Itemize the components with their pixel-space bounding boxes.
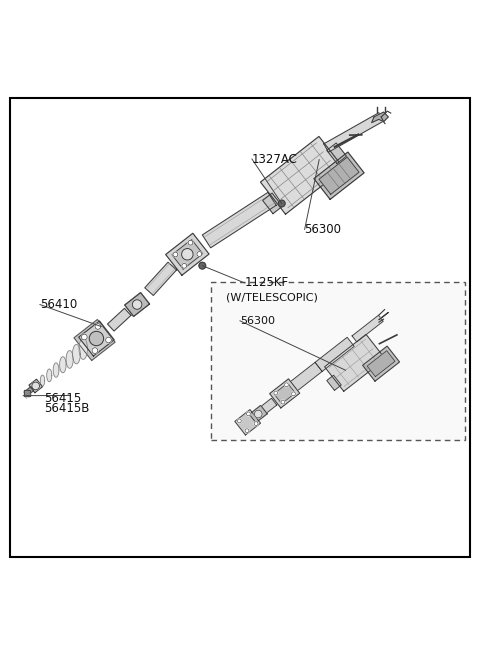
Text: 56410: 56410 xyxy=(40,298,77,311)
Polygon shape xyxy=(79,338,87,360)
Polygon shape xyxy=(324,334,385,391)
Circle shape xyxy=(285,383,288,386)
Text: 56415: 56415 xyxy=(44,392,81,405)
Polygon shape xyxy=(166,233,209,275)
Polygon shape xyxy=(145,262,177,295)
Circle shape xyxy=(181,248,193,260)
Polygon shape xyxy=(203,193,276,248)
Polygon shape xyxy=(40,375,45,386)
Polygon shape xyxy=(235,409,261,435)
Circle shape xyxy=(106,337,111,343)
Circle shape xyxy=(254,410,262,418)
Polygon shape xyxy=(29,379,42,392)
Circle shape xyxy=(247,412,250,416)
Polygon shape xyxy=(372,112,388,122)
Polygon shape xyxy=(125,293,149,316)
Polygon shape xyxy=(327,143,347,164)
Circle shape xyxy=(245,429,249,433)
Polygon shape xyxy=(274,383,295,403)
Polygon shape xyxy=(261,136,344,214)
Circle shape xyxy=(281,400,285,404)
Polygon shape xyxy=(315,337,354,371)
Polygon shape xyxy=(379,312,388,320)
Polygon shape xyxy=(79,321,114,356)
Polygon shape xyxy=(257,398,277,416)
Circle shape xyxy=(182,263,187,268)
Polygon shape xyxy=(362,346,399,381)
Polygon shape xyxy=(125,293,149,316)
Polygon shape xyxy=(324,113,384,152)
Polygon shape xyxy=(319,157,359,195)
Polygon shape xyxy=(47,369,52,382)
Polygon shape xyxy=(314,152,364,199)
Circle shape xyxy=(199,262,205,269)
Text: 56415B: 56415B xyxy=(44,402,89,415)
Circle shape xyxy=(188,240,193,245)
Text: (W/TELESCOPIC): (W/TELESCOPIC) xyxy=(226,293,317,303)
Circle shape xyxy=(89,331,104,346)
Polygon shape xyxy=(66,350,73,368)
Bar xyxy=(211,282,465,440)
Circle shape xyxy=(278,200,285,207)
Polygon shape xyxy=(74,320,115,360)
Polygon shape xyxy=(172,240,203,269)
Circle shape xyxy=(291,392,295,396)
Text: 56300: 56300 xyxy=(240,316,275,326)
Polygon shape xyxy=(24,386,34,396)
Text: 56300: 56300 xyxy=(305,223,342,236)
Polygon shape xyxy=(367,350,395,377)
Polygon shape xyxy=(352,315,383,342)
Polygon shape xyxy=(263,193,282,214)
Polygon shape xyxy=(24,390,29,396)
Text: 1125KF: 1125KF xyxy=(245,276,289,290)
Circle shape xyxy=(173,252,178,257)
Polygon shape xyxy=(327,375,341,390)
Polygon shape xyxy=(250,405,267,422)
Polygon shape xyxy=(250,405,267,422)
Circle shape xyxy=(254,422,258,426)
Polygon shape xyxy=(108,309,131,331)
Polygon shape xyxy=(285,362,322,395)
Circle shape xyxy=(32,382,39,390)
Polygon shape xyxy=(60,357,66,373)
Circle shape xyxy=(238,419,241,423)
Circle shape xyxy=(274,391,278,395)
Polygon shape xyxy=(72,345,80,364)
Circle shape xyxy=(92,348,98,354)
Circle shape xyxy=(82,334,87,340)
Circle shape xyxy=(95,324,101,329)
Circle shape xyxy=(132,300,142,309)
Polygon shape xyxy=(270,379,300,408)
Polygon shape xyxy=(53,363,59,377)
Text: 1327AC: 1327AC xyxy=(252,153,298,166)
Circle shape xyxy=(197,252,202,256)
